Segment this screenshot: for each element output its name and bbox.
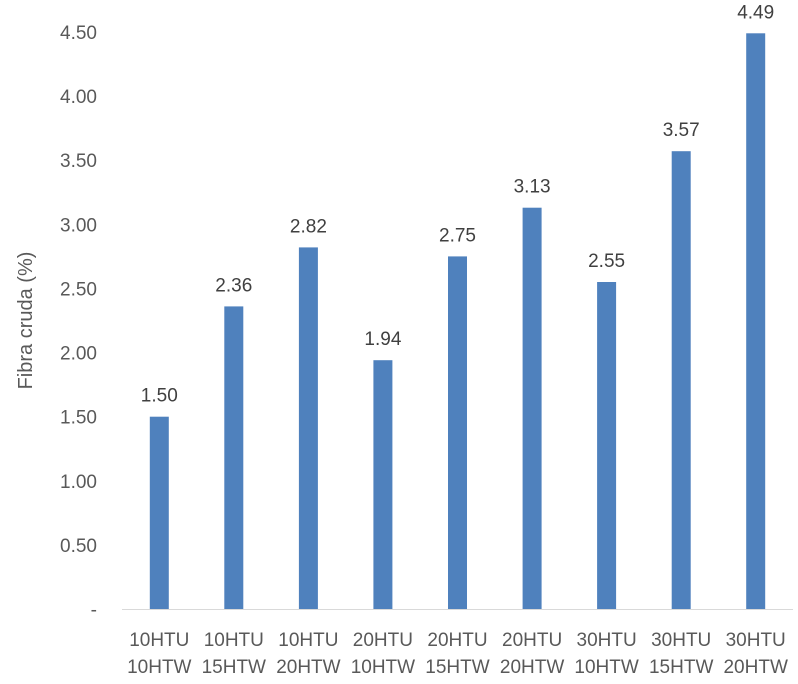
x-category-label-line: 20HTW [500,657,564,678]
y-tick-label: 2.50 [60,279,97,300]
y-tick-label: 0.50 [60,536,97,557]
x-category-label: 10HTU 10HTW [127,630,191,678]
y-tick-label: 4.50 [60,23,97,44]
y-axis-ticks: - 0.50 1.00 1.50 2.00 2.50 3.00 3.50 4.00 4.50 [60,23,97,621]
x-category-label-line: 20HTU [427,630,487,651]
x-category-label-line: 10HTU [278,630,338,651]
x-category-label-line: 30HTU [577,630,637,651]
bar [298,247,318,609]
bar [597,282,617,609]
x-category-label-line: 20HTW [723,657,787,678]
data-label: 1.50 [141,386,178,407]
x-category-label: 20HTU 20HTW [500,630,564,678]
y-tick-label: 2.00 [60,344,97,365]
y-tick-label: 3.50 [60,151,97,172]
data-label: 4.49 [737,2,774,23]
x-category-label: 20HTU 10HTW [351,630,415,678]
x-category-label-line: 10HTW [127,657,191,678]
data-label: 2.82 [290,216,327,237]
bar [224,306,244,609]
bar [149,416,169,609]
x-category-label-line: 20HTU [502,630,562,651]
x-category-label: 30HTU 20HTW [723,630,787,678]
bar [373,360,393,609]
y-tick-label: 4.00 [60,87,97,108]
x-category-label: 30HTU 10HTW [574,630,638,678]
x-category-label: 10HTU 15HTW [202,630,266,678]
data-label: 3.13 [514,177,551,198]
data-labels-group: 1.50 2.36 2.82 1.94 2.75 3.13 2.55 3.57 4.49 [141,2,774,406]
y-tick-label: - [91,600,97,621]
x-category-label-line: 10HTW [351,657,415,678]
x-category-label: 10HTU 20HTW [276,630,340,678]
data-label: 3.57 [663,120,700,141]
x-category-label: 20HTU 15HTW [425,630,489,678]
x-category-label-line: 20HTU [353,630,413,651]
bar [522,207,542,609]
x-category-label-line: 10HTU [204,630,264,651]
x-category-label: 30HTU 15HTW [649,630,713,678]
data-label: 1.94 [364,329,401,350]
y-axis-title: Fibra cruda (%) [15,252,37,390]
bars-group [149,33,766,610]
y-tick-label: 3.00 [60,215,97,236]
x-category-label-line: 10HTW [574,657,638,678]
data-label: 2.36 [215,275,252,296]
x-category-label-line: 15HTW [425,657,489,678]
x-category-label-line: 20HTW [276,657,340,678]
x-category-label-line: 15HTW [202,657,266,678]
x-category-label-line: 30HTU [651,630,711,651]
y-tick-label: 1.00 [60,472,97,493]
bar [671,151,691,609]
x-category-label-line: 10HTU [129,630,189,651]
x-category-label-line: 15HTW [649,657,713,678]
data-label: 2.55 [588,251,625,272]
x-axis-categories: 10HTU 10HTW 10HTU 15HTW 10HTU 20HTW 20HTU 10HTW… [127,630,788,678]
bar [746,33,766,610]
x-category-label-line: 30HTU [726,630,786,651]
y-tick-label: 1.50 [60,408,97,429]
data-label: 2.75 [439,225,476,246]
bar [448,256,467,609]
